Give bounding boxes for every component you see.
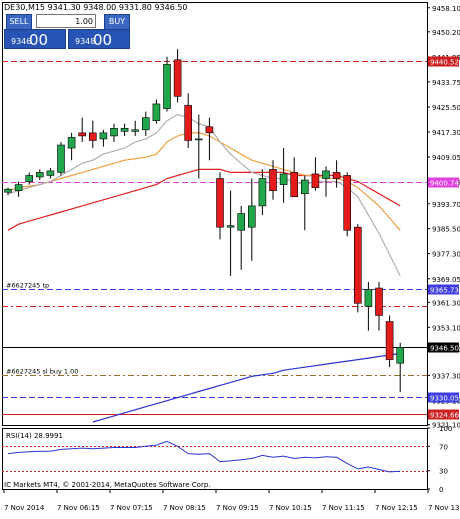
y-tick-label: 9369.05: [432, 276, 460, 284]
candle-body: [46, 170, 55, 176]
price-level-tag: [428, 284, 459, 295]
x-tick-label: 7 Nov 07:15: [110, 504, 153, 512]
ma-long-line: [92, 352, 401, 423]
symbol-info: DE30,M15 9341.30 9348.00 9331.80 9346.50: [4, 3, 188, 12]
candle-body: [396, 347, 405, 364]
candle-body: [78, 132, 86, 137]
candle-body: [110, 127, 118, 137]
candle-body: [163, 64, 171, 109]
candle-body: [35, 172, 44, 178]
main-plot-frame: [2, 2, 428, 426]
candle-body: [205, 126, 214, 134]
level-annotation: #6627245 tp: [6, 282, 49, 290]
candle-body: [226, 225, 235, 228]
price-level-label: 9365.73: [430, 287, 459, 295]
y-tick-label: 9417.30: [432, 129, 460, 137]
y-tick-label: 9321.10: [432, 422, 460, 430]
y-tick-label: 9385.50: [432, 226, 460, 234]
y-tick-label: 9353.10: [432, 324, 460, 332]
one-click-trading-panel: DE30,M15 9341.30 9348.00 9331.80 9346.50…: [2, 2, 188, 49]
candle-body: [311, 173, 320, 188]
rsi-line: [7, 440, 401, 473]
candle-body: [300, 179, 309, 195]
candle-body: [322, 170, 330, 179]
x-tick-label: 7 Nov 12:15: [375, 504, 418, 512]
y-tick-label: 9433.75: [432, 79, 460, 87]
y-tick-label: 9377.30: [432, 251, 460, 259]
rsi-tick-label: 30: [439, 468, 448, 476]
y-tick-label: 9393.70: [432, 201, 460, 209]
x-tick-label: 7 Nov 10:15: [269, 504, 312, 512]
y-tick-label: 9450.20: [432, 29, 460, 37]
price-level-tag: [428, 409, 459, 420]
candle-body: [57, 144, 65, 173]
candle-body: [99, 132, 108, 140]
candle-body: [353, 226, 362, 304]
candle-body: [195, 138, 203, 141]
buy-price[interactable]: 9348 00: [68, 29, 130, 49]
candle-body: [258, 178, 267, 207]
price-level-tag: [428, 177, 459, 188]
y-tick-label: 9409.05: [432, 154, 460, 162]
candle-body: [89, 132, 97, 141]
rsi-tick-label: 70: [439, 443, 448, 451]
x-tick-label: 7 Nov 2014: [4, 504, 45, 512]
candle-body: [237, 213, 245, 231]
candle-body: [343, 175, 352, 231]
candle-body: [67, 137, 76, 149]
candle-body: [332, 172, 341, 179]
candle-body: [14, 184, 23, 191]
candle-body: [25, 175, 34, 182]
candle-body: [269, 169, 277, 191]
buy-price-small: 9348: [75, 37, 96, 46]
candle-body: [142, 117, 150, 131]
candle-body: [4, 188, 12, 193]
y-tick-label: 9425.50: [432, 104, 460, 112]
candle-body: [375, 287, 383, 316]
sell-price-small: 9346: [11, 37, 32, 46]
candle-body: [120, 127, 129, 132]
y-tick-label: 9337.30: [432, 372, 460, 380]
x-tick-label: 7 Nov 13:15: [428, 504, 460, 512]
buy-button[interactable]: BUY: [104, 14, 130, 30]
candle-body: [216, 178, 224, 228]
rsi-label: RSI(14) 28.9991: [6, 432, 63, 440]
lot-size-input[interactable]: 1.00: [36, 14, 96, 28]
buy-price-big: 00: [93, 31, 113, 49]
x-tick-label: 7 Nov 09:15: [216, 504, 259, 512]
price-level-label: 9324.66: [430, 412, 459, 420]
rsi-tick-label: 0: [439, 486, 443, 494]
price-level-tag: [428, 342, 459, 353]
rsi-tick-label: 100: [439, 425, 452, 433]
x-tick-label: 7 Nov 06:15: [57, 504, 100, 512]
price-level-label: 9346.50: [430, 345, 459, 353]
x-tick-label: 7 Nov 11:15: [322, 504, 365, 512]
copyright-text: IC Markets MT4, © 2001-2014, MetaQuotes …: [4, 481, 211, 489]
candle-body: [131, 129, 139, 132]
y-tick-label: 9458.10: [432, 5, 460, 13]
price-level-tag: [428, 392, 459, 403]
sell-price[interactable]: 9346 00: [4, 29, 66, 49]
ma-fast-line: [7, 113, 401, 277]
rsi-plot-frame: [2, 428, 428, 490]
sell-button[interactable]: SELL: [6, 14, 32, 30]
candle-body: [248, 205, 256, 228]
y-tick-label: 9361.30: [432, 299, 460, 307]
sell-price-big: 00: [29, 31, 49, 49]
x-tick-label: 7 Nov 08:15: [163, 504, 206, 512]
price-level-label: 9440.52: [430, 59, 459, 67]
candle-body: [173, 59, 182, 97]
level-annotation: #6627245 sl buy 1.00: [6, 368, 78, 376]
price-level-label: 9400.74: [430, 180, 459, 188]
price-level-tag: [428, 56, 459, 67]
candle-body: [279, 173, 288, 185]
candle-body: [184, 105, 192, 141]
price-level-label: 9330.05: [430, 395, 459, 403]
candle-body: [364, 289, 373, 307]
candle-body: [290, 172, 299, 198]
candle-body: [385, 321, 394, 360]
candle-body: [152, 103, 161, 121]
